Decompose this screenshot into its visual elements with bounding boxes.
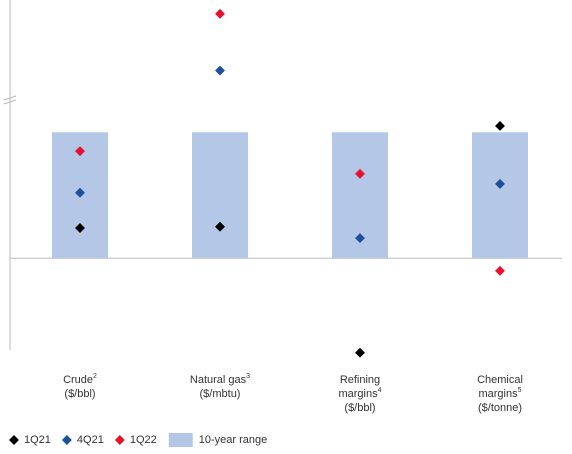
category-label: Crude xyxy=(63,374,93,386)
unit-label: ($/tonne) xyxy=(478,402,522,414)
axis-break xyxy=(3,95,17,101)
marker xyxy=(495,178,505,189)
axis-break xyxy=(3,99,17,105)
unit-label: ($/bbl) xyxy=(344,402,375,414)
legend-label: 4Q21 xyxy=(77,434,104,446)
footnote: 2 xyxy=(93,373,97,380)
unit-label: ($/mbtu) xyxy=(200,388,241,400)
marker xyxy=(495,265,505,276)
marker xyxy=(215,221,225,232)
x-tick-label: margins4 xyxy=(338,387,381,400)
legend-label: 1Q22 xyxy=(130,434,157,446)
unit-label: ($/bbl) xyxy=(64,388,95,400)
marker xyxy=(495,121,505,131)
footnote: 4 xyxy=(378,387,382,394)
legend-marker xyxy=(61,435,72,445)
marker xyxy=(75,223,85,233)
legend-swatch xyxy=(168,433,193,447)
marker xyxy=(75,187,85,198)
x-tick-label: margins5 xyxy=(478,387,521,400)
range-bar xyxy=(472,132,528,259)
category-label: margins xyxy=(338,388,378,400)
category-label: Refining xyxy=(340,374,380,386)
marker xyxy=(355,168,365,179)
x-tick-label: Chemical xyxy=(477,374,523,386)
legend-label: 10-year range xyxy=(199,434,268,446)
marker xyxy=(355,347,365,358)
footnote: 5 xyxy=(518,387,522,394)
category-label: margins xyxy=(478,388,518,400)
legend-marker xyxy=(9,435,19,445)
marker xyxy=(215,8,225,19)
x-tick-label: Crude2 xyxy=(63,373,97,386)
x-tick-label: Refining xyxy=(340,374,380,386)
marker xyxy=(75,146,85,157)
category-label: Chemical xyxy=(477,374,523,386)
category-label: Natural gas xyxy=(190,374,247,386)
footnote: 3 xyxy=(246,373,250,380)
x-tick-label: Natural gas3 xyxy=(190,373,250,386)
marker xyxy=(215,65,225,76)
range-bar xyxy=(192,132,248,259)
legend-label: 1Q21 xyxy=(24,434,51,446)
legend-marker xyxy=(114,435,125,445)
marker xyxy=(355,233,365,244)
